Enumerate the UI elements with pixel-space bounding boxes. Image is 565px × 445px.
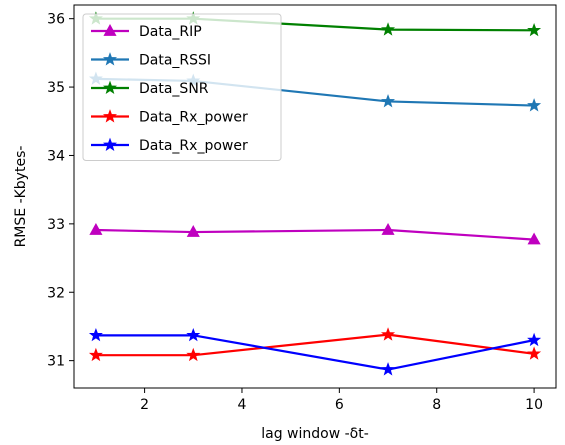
series-line xyxy=(95,333,535,357)
plot-frame xyxy=(73,4,557,389)
data-point xyxy=(381,362,396,376)
y-tick-label: 35 xyxy=(47,80,65,96)
data-point xyxy=(186,225,200,237)
legend-label: Data_Rx_power xyxy=(139,138,248,154)
y-tick-label: 32 xyxy=(47,285,65,301)
legend-label: Data_Rx_power xyxy=(139,110,248,126)
series-line xyxy=(95,334,535,371)
legend-marker xyxy=(102,109,118,123)
legend-entry: Data_Rx_power xyxy=(91,109,248,126)
x-tick-label: 2 xyxy=(140,397,149,413)
legend-entry: Data_RSSI xyxy=(91,52,211,69)
legend-marker xyxy=(102,52,118,66)
x-tick-label: 8 xyxy=(432,397,441,413)
data-point xyxy=(381,94,396,108)
y-axis-title: RMSE -Kbytes- xyxy=(13,146,29,248)
data-point xyxy=(88,347,103,362)
legend-label: Data_RSSI xyxy=(139,53,211,69)
data-point xyxy=(186,327,201,342)
axis-ticks: 2 4 6 8 10 31 32 33 34 35 36 xyxy=(47,12,543,413)
legend-box xyxy=(82,13,282,161)
data-point xyxy=(527,232,541,245)
data-point xyxy=(88,327,103,342)
series-3 xyxy=(88,327,542,362)
y-tick-label: 36 xyxy=(47,12,65,28)
data-point xyxy=(381,327,396,341)
data-point xyxy=(527,98,542,112)
y-tick-label: 33 xyxy=(47,217,65,233)
legend-entry: Data_RIP xyxy=(91,23,202,40)
legend-entry: Data_Rx_power xyxy=(91,137,248,154)
data-point xyxy=(89,222,103,235)
series-0 xyxy=(89,222,541,245)
data-point xyxy=(186,347,201,362)
series-4 xyxy=(88,327,542,376)
data-point xyxy=(381,22,396,36)
data-point xyxy=(381,222,395,235)
x-tick-label: 6 xyxy=(335,397,344,413)
data-point xyxy=(527,346,542,360)
x-tick-label: 10 xyxy=(525,397,543,413)
y-tick-label: 31 xyxy=(47,354,65,370)
legend-marker xyxy=(102,137,118,151)
legend-label: Data_RIP xyxy=(139,24,202,40)
legend-label: Data_SNR xyxy=(139,81,209,97)
legend-entry: Data_SNR xyxy=(91,80,209,97)
y-tick-label: 34 xyxy=(47,148,65,164)
legend: Data_RIP Data_RSSI Data_SNR Data_Rx_power Da… xyxy=(82,13,282,161)
legend-marker xyxy=(103,23,117,36)
legend-marker xyxy=(102,80,118,94)
x-axis-title: lag window -δt- xyxy=(261,426,369,442)
x-tick-label: 4 xyxy=(238,397,247,413)
data-point xyxy=(527,22,542,37)
data-point xyxy=(527,332,542,347)
series-line xyxy=(95,228,535,241)
